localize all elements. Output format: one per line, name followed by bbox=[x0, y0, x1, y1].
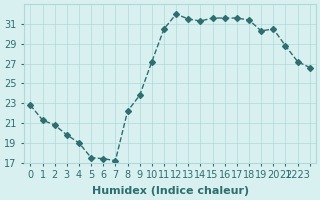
X-axis label: Humidex (Indice chaleur): Humidex (Indice chaleur) bbox=[92, 186, 249, 196]
